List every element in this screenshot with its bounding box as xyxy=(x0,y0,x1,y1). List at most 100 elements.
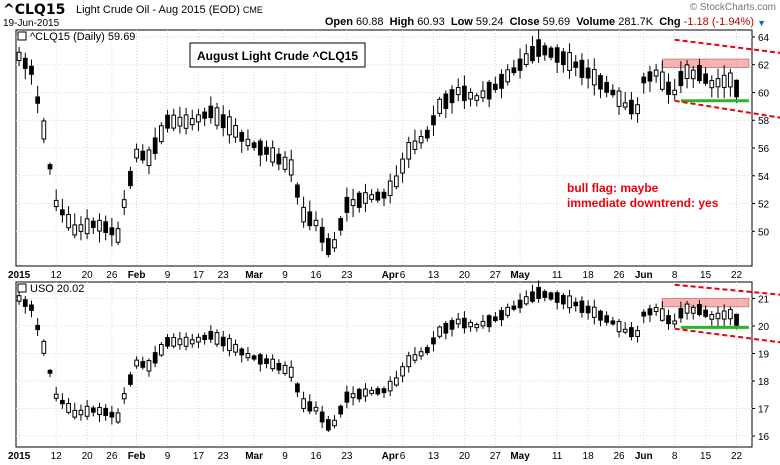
candle-body xyxy=(486,81,492,100)
candle-body xyxy=(499,309,504,321)
candle-body xyxy=(536,39,541,57)
candle-body xyxy=(449,89,455,104)
candle-body xyxy=(616,320,622,333)
x-tick-label: 20 xyxy=(459,270,471,281)
candle-body xyxy=(424,347,430,354)
x-tick-label: 18 xyxy=(583,451,595,462)
candle-body xyxy=(60,209,65,216)
candle-body xyxy=(121,393,127,400)
candle-body xyxy=(183,336,189,347)
candle-body xyxy=(344,196,350,213)
candle-body xyxy=(604,315,610,323)
candle xyxy=(363,383,368,402)
candle xyxy=(480,81,486,103)
candle xyxy=(523,290,529,306)
candle xyxy=(165,109,170,133)
x-tick-label: 26 xyxy=(106,451,118,462)
candle-body xyxy=(480,90,486,99)
candle xyxy=(375,386,381,396)
candle-body xyxy=(84,218,90,235)
candle-body xyxy=(78,409,84,416)
candle xyxy=(128,166,133,190)
candle xyxy=(128,371,133,387)
candle-body xyxy=(140,361,146,368)
candle-body xyxy=(585,305,591,314)
candle xyxy=(16,46,22,67)
candle xyxy=(455,313,461,329)
candle-body xyxy=(721,310,727,320)
candle xyxy=(239,347,245,363)
candle xyxy=(486,79,492,108)
chart-title: August Light Crude ^CLQ15 xyxy=(197,49,358,63)
legend-swatch xyxy=(17,283,27,293)
candle xyxy=(53,189,59,212)
candle xyxy=(16,292,22,305)
candle xyxy=(437,96,443,117)
candle-body xyxy=(715,312,721,320)
candle-body xyxy=(641,311,647,317)
y-tick-label: 52 xyxy=(758,200,770,211)
candle xyxy=(561,47,566,73)
candle xyxy=(307,200,313,231)
candle xyxy=(177,106,183,134)
candle-body xyxy=(653,69,659,77)
candle-body xyxy=(165,336,170,347)
candle xyxy=(325,233,331,258)
candle xyxy=(307,394,313,415)
candle xyxy=(84,209,90,240)
candle xyxy=(325,416,331,432)
candle-body xyxy=(591,69,597,86)
candle xyxy=(468,88,473,107)
chart-title-box xyxy=(189,42,366,68)
candle xyxy=(233,339,238,356)
candle xyxy=(697,58,702,84)
candle-body xyxy=(474,95,480,101)
candle-body xyxy=(418,351,424,357)
candle xyxy=(251,354,257,362)
x-tick-label: 9 xyxy=(282,270,288,281)
candle-body xyxy=(233,125,238,138)
candle xyxy=(332,232,337,252)
candle-body xyxy=(109,227,115,236)
candle-body xyxy=(412,354,418,361)
candle xyxy=(276,359,282,375)
candle xyxy=(233,118,238,143)
candle xyxy=(727,68,733,97)
candle xyxy=(579,296,585,318)
price-stats: Open 60.88 High 60.93 Low 59.24 Close 59… xyxy=(324,16,754,28)
candle xyxy=(641,72,647,94)
candle-body xyxy=(480,320,486,327)
candle xyxy=(616,87,622,116)
candle xyxy=(152,127,158,160)
y-tick-label: 62 xyxy=(758,61,770,72)
candle-body xyxy=(455,318,461,325)
candle-body xyxy=(227,116,232,136)
candle-body xyxy=(505,306,511,316)
candle xyxy=(313,211,319,232)
candle-body xyxy=(220,336,226,347)
candle xyxy=(548,46,554,61)
candle xyxy=(29,59,34,85)
x-tick-label: 9 xyxy=(165,451,171,462)
candle xyxy=(418,347,424,360)
candle xyxy=(66,397,71,415)
candle-body xyxy=(678,308,684,319)
candle-body xyxy=(350,199,356,207)
candle-body xyxy=(641,76,647,84)
candle-body xyxy=(400,366,405,377)
x-tick-label: 23 xyxy=(341,270,353,281)
y-tick-label: 16 xyxy=(758,432,770,443)
candle xyxy=(635,97,640,123)
candle xyxy=(264,140,269,162)
candle xyxy=(41,117,47,144)
x-tick-label: 20 xyxy=(459,451,471,462)
chevron-down-icon[interactable]: ▼ xyxy=(757,18,766,28)
candle-body xyxy=(276,153,282,165)
candle xyxy=(109,217,115,247)
candle xyxy=(499,307,504,327)
candle xyxy=(647,65,653,92)
candle-body xyxy=(406,355,412,368)
candle-body xyxy=(727,309,733,320)
candle-body xyxy=(672,89,678,96)
candle xyxy=(22,296,28,314)
